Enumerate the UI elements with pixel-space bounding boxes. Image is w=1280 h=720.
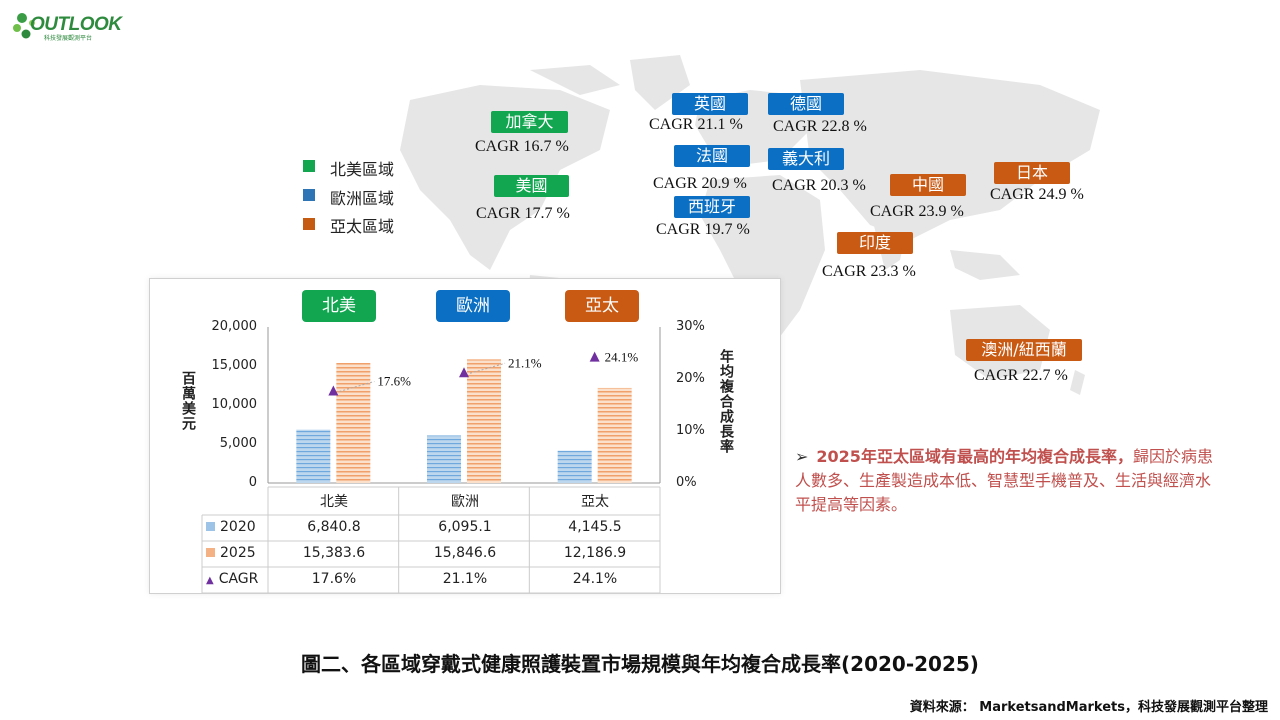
y-tick-10000: 10,000: [211, 397, 258, 412]
series-name-2020: 2020: [220, 519, 256, 535]
y2-tick-0: 0%: [676, 475, 697, 490]
cagr-india: CAGR 23.3 %: [822, 263, 916, 280]
table-header-north-america: 北美: [320, 494, 348, 510]
series-swatch-2020: [206, 522, 215, 531]
table-cell-2020-asia-pacific: 4,145.5: [568, 519, 622, 535]
table-cell-2025-europe: 15,846.6: [433, 545, 497, 561]
table-row-label-2020: 2020: [206, 519, 268, 535]
legend-label-europe: 歐洲區域: [330, 189, 395, 208]
tag-usa: 美國: [494, 175, 569, 197]
bar-2025-1: [467, 359, 501, 483]
cagr-france: CAGR 20.9 %: [653, 175, 747, 192]
cagr-china: CAGR 23.9 %: [870, 203, 964, 220]
bar-2025-2: [597, 387, 632, 483]
bar-2025-0: [336, 363, 371, 483]
tag-india: 印度: [837, 232, 913, 254]
table-row-label-2025: 2025: [206, 545, 268, 561]
cagr-point-0: [328, 385, 339, 396]
bar-2020-2: [557, 450, 592, 483]
chart-panel: 北美 歐洲 亞太 20,000 15,000 10,000 5,000 0 30…: [149, 278, 781, 594]
cagr-italy: CAGR 20.3 %: [772, 177, 866, 194]
chart-tag-north-america: 北美: [302, 290, 376, 322]
cagr-label-1: 21.1%: [508, 355, 542, 370]
y2-tick-10: 10%: [676, 423, 705, 438]
tag-italy: 義大利: [768, 148, 844, 170]
table-cell-cagr-europe: 21.1%: [442, 571, 488, 587]
cagr-point-2: [589, 351, 600, 362]
series-name-cagr: CAGR: [218, 571, 259, 587]
insight-note: ➢ 2025年亞太區域有最高的年均複合成長率，歸因於病患人數多、生產製造成本低、智…: [795, 445, 1215, 517]
cagr-label-2: 24.1%: [605, 350, 639, 365]
cagr-usa: CAGR 17.7 %: [476, 205, 570, 222]
table-cell-2025-asia-pacific: 12,186.9: [563, 545, 627, 561]
note-text: 歸因於病患人數多、生產製造成本低、智慧型手機普及、生活與經濟水平提高等因素。: [795, 447, 1213, 514]
tag-japan: 日本: [994, 162, 1070, 184]
y2-axis-title: 年均複合成長率: [718, 349, 734, 454]
bar-2020-0: [296, 429, 331, 483]
y-axis-title: 百萬美元: [180, 371, 196, 431]
series-name-2025: 2025: [220, 545, 256, 561]
cagr-spain: CAGR 19.7 %: [656, 221, 750, 238]
table-cell-cagr-north-america: 17.6%: [311, 571, 357, 587]
y-tick-5000: 5,000: [219, 436, 257, 451]
outlook-logo: [13, 13, 35, 39]
table-cell-2020-europe: 6,095.1: [438, 519, 492, 535]
note-bold-text: 2025年亞太區域有最高的年均複合成長率，: [816, 447, 1133, 466]
cagr-uk: CAGR 21.1 %: [649, 116, 743, 133]
y-tick-15000: 15,000: [211, 358, 258, 373]
legend-swatch-north-america: [303, 160, 315, 172]
y2-tick-30: 30%: [676, 319, 705, 334]
legend-label-asia-pacific: 亞太區域: [330, 217, 395, 236]
cagr-japan: CAGR 24.9 %: [990, 186, 1084, 203]
y2-tick-20: 20%: [676, 371, 705, 386]
table-cell-cagr-asia-pacific: 24.1%: [572, 571, 618, 587]
tag-france: 法國: [674, 145, 750, 167]
chart-tag-asia-pacific: 亞太: [565, 290, 639, 322]
table-cell-2025-north-america: 15,383.6: [302, 545, 366, 561]
chart-tag-europe: 歐洲: [436, 290, 510, 322]
logo-subtitle: 科技發展觀測平台: [44, 35, 93, 42]
legend-swatch-europe: [303, 189, 315, 201]
legend-label-north-america: 北美區域: [330, 160, 395, 179]
series-marker-cagr: ▲: [206, 575, 214, 586]
note-bullet: ➢: [795, 447, 809, 466]
table-cell-2020-north-america: 6,840.8: [307, 519, 361, 535]
cagr-point-1: [459, 367, 469, 378]
legend-swatch-asia-pacific: [303, 218, 315, 230]
bar-2020-1: [427, 435, 461, 483]
tag-canada: 加拿大: [491, 111, 568, 133]
y-tick-0: 0: [248, 475, 257, 490]
table-row-label-cagr: ▲ CAGR: [206, 571, 268, 587]
source-note: 資料來源： MarketsandMarkets，科技發展觀測平台整理: [909, 700, 1268, 715]
tag-australia-nz: 澳洲/紐西蘭: [966, 339, 1082, 361]
table-header-asia-pacific: 亞太: [581, 494, 609, 510]
tag-uk: 英國: [672, 93, 748, 115]
tag-germany: 德國: [768, 93, 844, 115]
y-tick-20000: 20,000: [211, 319, 258, 334]
figure-caption: 圖二、各區域穿戴式健康照護裝置市場規模與年均複合成長率(2020-2025): [301, 652, 979, 676]
tag-spain: 西班牙: [674, 196, 750, 218]
logo-text: OUTLOOK: [30, 14, 122, 35]
tag-china: 中國: [890, 174, 966, 196]
cagr-australia-nz: CAGR 22.7 %: [974, 367, 1068, 384]
cagr-germany: CAGR 22.8 %: [773, 118, 867, 135]
series-swatch-2025: [206, 548, 215, 557]
cagr-label-0: 17.6%: [377, 373, 411, 388]
table-header-europe: 歐洲: [451, 494, 479, 510]
chart-plot: 17.6% 21.1% 24.1%: [201, 327, 661, 593]
cagr-canada: CAGR 16.7 %: [475, 138, 569, 155]
